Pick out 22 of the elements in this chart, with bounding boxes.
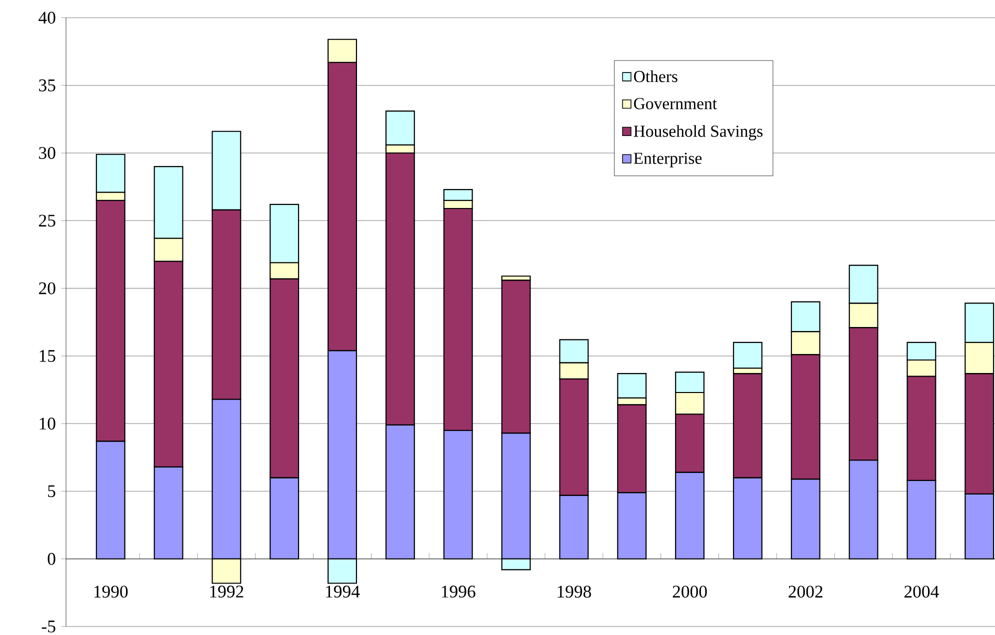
y-tick-label: 0	[48, 552, 56, 565]
x-tick-label: 1994	[326, 585, 360, 598]
y-tick-label: -5	[42, 620, 56, 632]
y-tick-label: 10	[40, 417, 56, 430]
y-tick-label: 25	[39, 214, 56, 226]
x-tick-label: 1990	[94, 585, 128, 598]
legend-label: Enterprise	[634, 152, 702, 168]
legend-label: Household Savings	[634, 124, 763, 140]
x-tick-label: 2000	[672, 585, 707, 598]
x-tick-label: 2004	[904, 585, 939, 598]
x-tick-label: 2002	[788, 585, 822, 598]
y-tick-label: 35	[39, 79, 56, 92]
legend-label: Government	[634, 98, 717, 110]
y-tick-label: 15	[40, 350, 56, 362]
y-tick-label: 5	[48, 485, 56, 497]
x-tick-label: 1996	[442, 585, 476, 598]
legend-label: Others	[634, 70, 678, 82]
x-tick-label: 1992	[210, 585, 244, 598]
y-tick-label: 40	[38, 12, 56, 24]
x-tick-label: 1998	[558, 585, 591, 598]
y-tick-label: 20	[39, 282, 56, 294]
y-tick-label: 30	[39, 146, 56, 159]
